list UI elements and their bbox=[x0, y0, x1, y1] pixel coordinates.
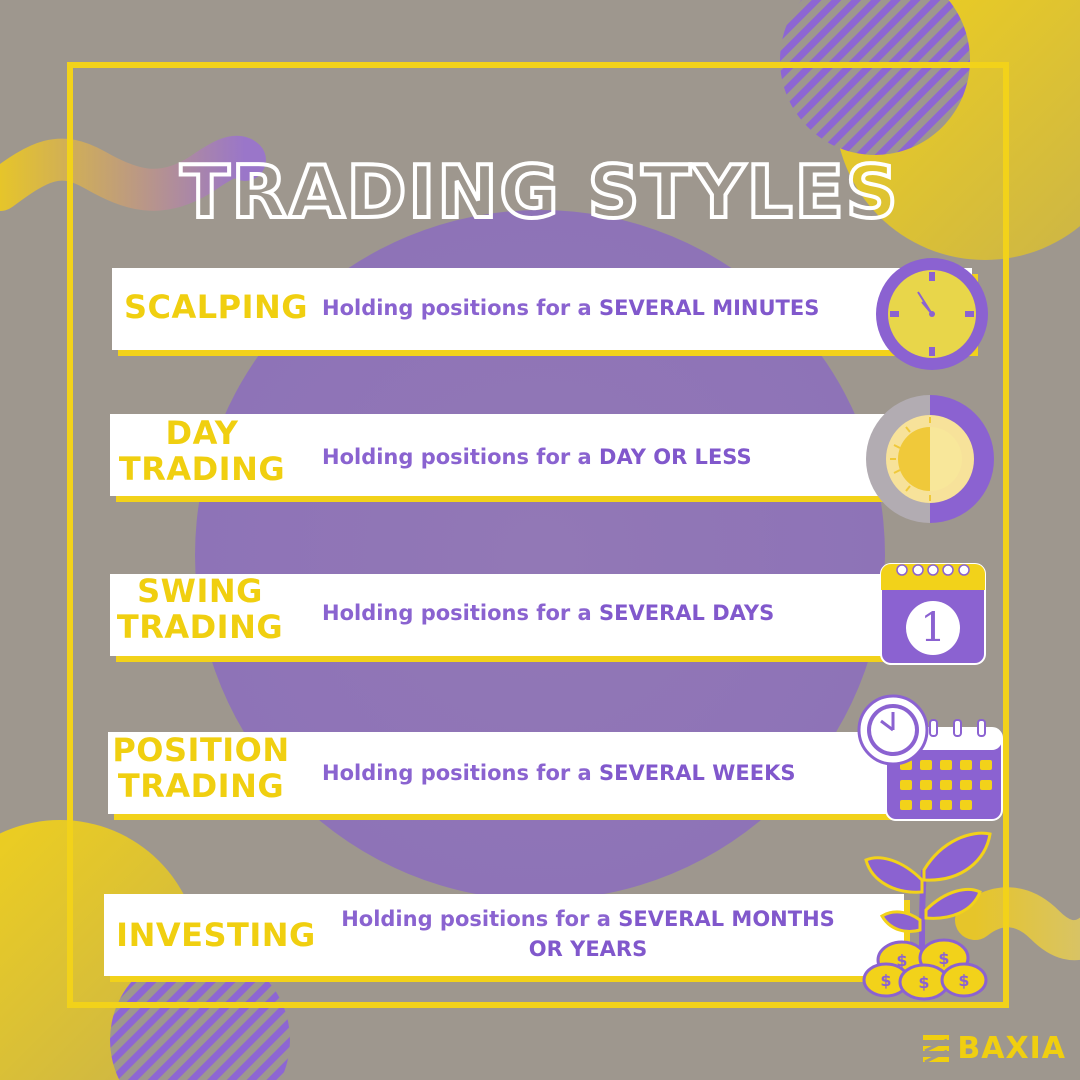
style-label: INVESTING bbox=[116, 916, 316, 954]
yellow-frame bbox=[67, 62, 1009, 1008]
clock-icon bbox=[876, 258, 988, 370]
clock-calendar-icon bbox=[857, 694, 1003, 821]
calendar-icon: 1 bbox=[880, 560, 986, 666]
style-description: Holding positions for a SEVERAL MONTHS O… bbox=[341, 907, 835, 962]
svg-text:$: $ bbox=[938, 949, 949, 968]
style-card-investing bbox=[104, 894, 904, 976]
svg-text:$: $ bbox=[958, 971, 969, 990]
style-card-day-trading bbox=[110, 414, 910, 496]
svg-text:$: $ bbox=[918, 973, 929, 992]
style-card-swing-trading bbox=[110, 574, 900, 656]
baxia-logo-icon bbox=[923, 1034, 950, 1063]
brand-logo: BAXIA bbox=[923, 1031, 1066, 1066]
style-label: POSITION TRADING bbox=[112, 731, 290, 805]
style-card-position-trading bbox=[108, 732, 890, 814]
style-description: Holding positions for a SEVERAL MINUTES bbox=[322, 296, 820, 320]
plant-coins-icon: $ $ $ $ $ bbox=[862, 831, 992, 1001]
calendar-day-number: 1 bbox=[920, 605, 946, 651]
style-description: Holding positions for a SEVERAL WEEKS bbox=[322, 761, 796, 785]
svg-text:$: $ bbox=[896, 951, 907, 970]
sun-icon bbox=[866, 395, 994, 523]
svg-text:$: $ bbox=[880, 971, 891, 990]
style-description: Holding positions for a SEVERAL DAYS bbox=[322, 601, 775, 625]
style-label: DAY TRADING bbox=[118, 414, 286, 488]
style-card-scalping bbox=[112, 268, 972, 350]
page-title: TRADING STYLES bbox=[178, 148, 900, 236]
brand-name: BAXIA bbox=[957, 1031, 1066, 1066]
style-description: Holding positions for a DAY OR LESS bbox=[322, 445, 752, 469]
style-label: SCALPING bbox=[123, 288, 309, 326]
style-label: SWING TRADING bbox=[116, 572, 284, 646]
